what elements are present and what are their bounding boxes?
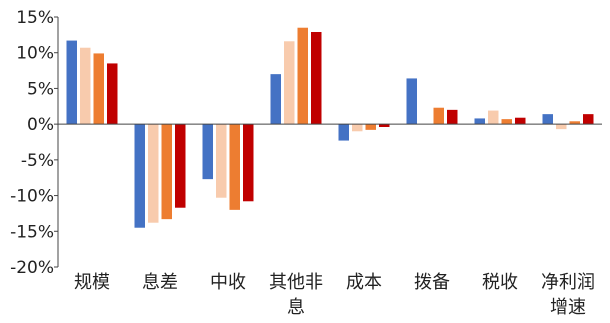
bar (352, 124, 363, 132)
bar (501, 119, 512, 125)
bar (229, 124, 240, 210)
bar (365, 124, 376, 130)
bar (148, 124, 159, 223)
bar (379, 124, 390, 127)
y-tick-label: 10% (16, 44, 54, 64)
y-tick-label: 5% (27, 79, 54, 99)
bar (80, 47, 91, 125)
x-category-label: 息 (287, 297, 305, 318)
bar (556, 124, 567, 130)
bar (284, 41, 295, 125)
y-tick-label: -20% (10, 258, 54, 278)
bar (515, 117, 526, 125)
y-tick-label: -10% (10, 187, 54, 207)
bar (297, 27, 308, 125)
bar (406, 78, 417, 125)
bar (433, 107, 444, 125)
bar (338, 124, 349, 141)
x-category-label: 息差 (142, 272, 178, 293)
bar (569, 121, 580, 125)
bar (583, 114, 594, 125)
bar (93, 53, 104, 125)
y-tick-label: -15% (10, 222, 54, 242)
x-category-label: 增速 (550, 297, 586, 318)
bar (488, 110, 499, 125)
bar (270, 74, 281, 125)
bar (66, 40, 77, 125)
bar (216, 124, 227, 198)
x-category-label: 净利润 (541, 272, 595, 293)
bar (175, 124, 186, 208)
bar (107, 63, 118, 125)
x-category-label: 税收 (482, 272, 518, 293)
y-tick-label: 0% (27, 115, 54, 135)
bar (243, 124, 254, 202)
y-tick-label: -5% (21, 151, 54, 171)
bar (447, 109, 458, 125)
y-tick-label: 15% (16, 8, 54, 28)
bar (311, 32, 322, 125)
bar (134, 124, 145, 228)
x-category-label: 成本 (346, 272, 382, 293)
bar (542, 114, 553, 125)
bar (202, 124, 213, 180)
x-category-label: 拨备 (414, 272, 450, 293)
bar (474, 118, 485, 125)
x-category-label: 规模 (74, 272, 110, 293)
x-category-label: 中收 (210, 272, 246, 293)
x-category-label: 其他非 (269, 272, 323, 293)
bar (161, 124, 172, 220)
